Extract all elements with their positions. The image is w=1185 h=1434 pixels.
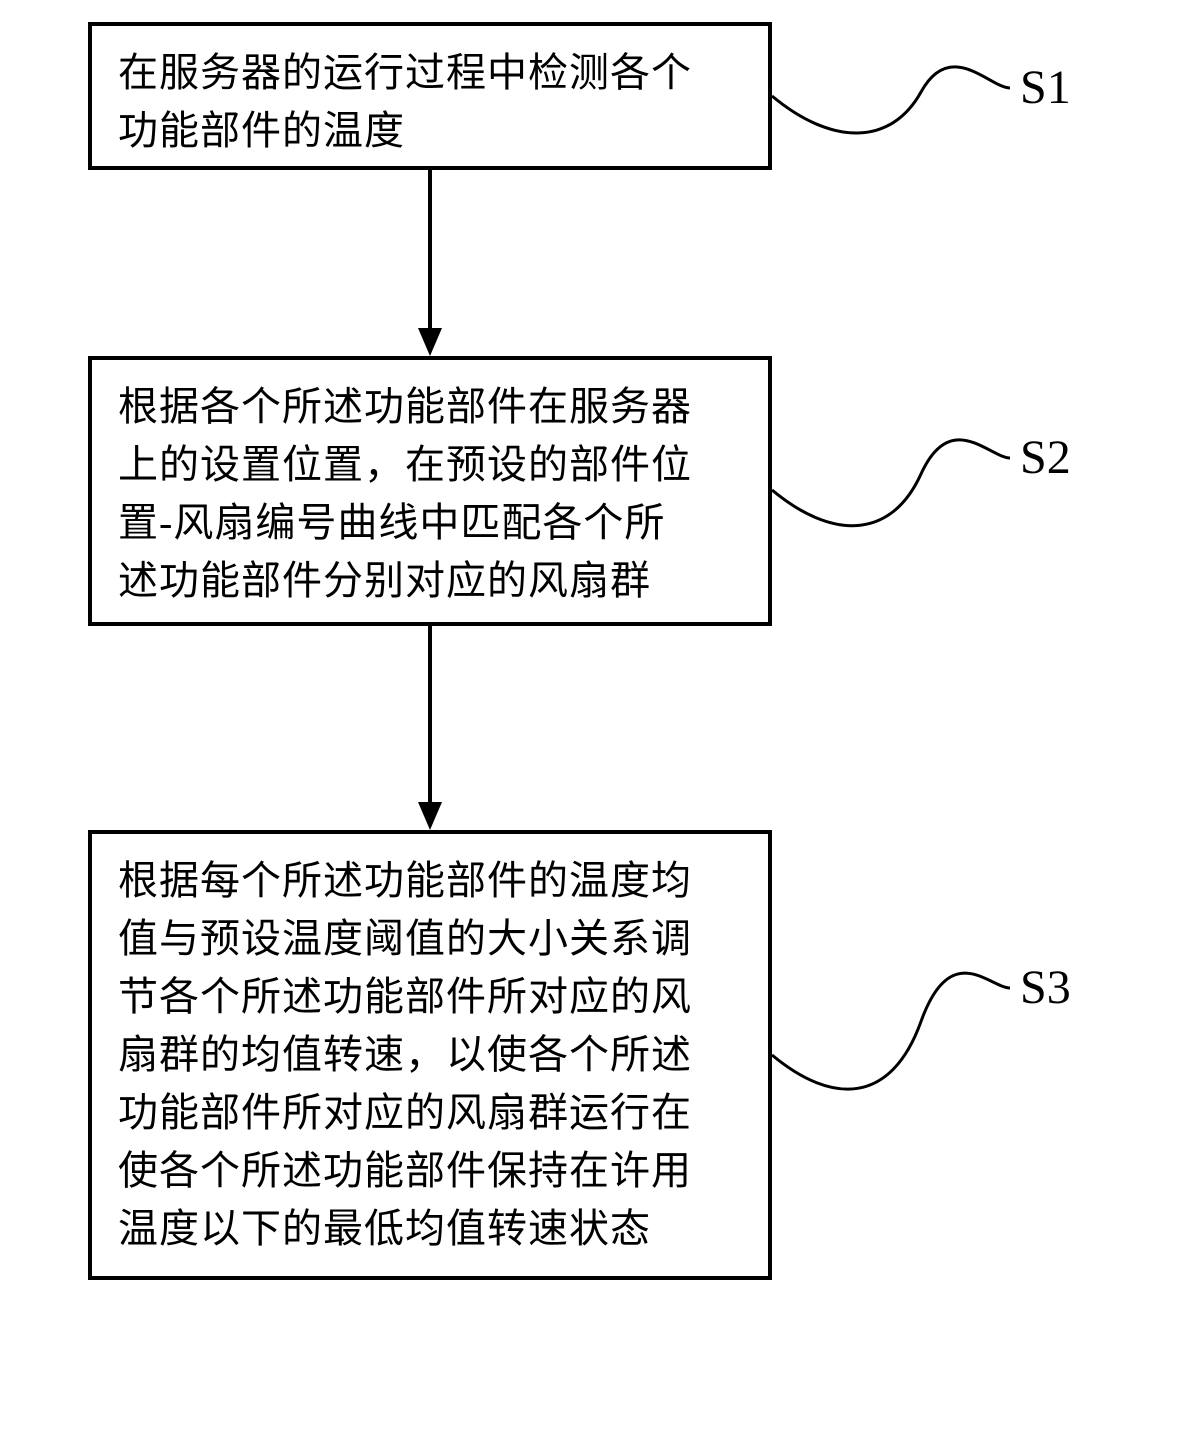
- connector-s2-path: [772, 440, 1010, 526]
- connector-s2: [767, 398, 1035, 550]
- connector-s1: [767, 28, 1035, 156]
- flowchart-step-s3: 根据每个所述功能部件的温度均 值与预设温度阈值的大小关系调 节各个所述功能部件所…: [88, 830, 772, 1280]
- flowchart-canvas: 在服务器的运行过程中检测各个 功能部件的温度 根据各个所述功能部件在服务器 上的…: [0, 0, 1185, 1434]
- step-s2-text: 根据各个所述功能部件在服务器 上的设置位置，在预设的部件位 置-风扇编号曲线中匹…: [118, 378, 692, 610]
- flowchart-step-s2: 根据各个所述功能部件在服务器 上的设置位置，在预设的部件位 置-风扇编号曲线中匹…: [88, 356, 772, 626]
- step-s1-text: 在服务器的运行过程中检测各个 功能部件的温度: [118, 44, 692, 160]
- flowchart-step-s1: 在服务器的运行过程中检测各个 功能部件的温度: [88, 22, 772, 170]
- connector-s3-path: [772, 973, 1010, 1089]
- arrow-s1-to-s2-line: [428, 170, 432, 328]
- arrow-s2-to-s3-head: [418, 802, 442, 830]
- connector-s3: [767, 928, 1035, 1115]
- arrow-s1-to-s2-head: [418, 328, 442, 356]
- arrow-s2-to-s3-line: [428, 626, 432, 802]
- step-s3-text: 根据每个所述功能部件的温度均 值与预设温度阈值的大小关系调 节各个所述功能部件所…: [118, 852, 692, 1258]
- connector-s1-path: [772, 67, 1010, 133]
